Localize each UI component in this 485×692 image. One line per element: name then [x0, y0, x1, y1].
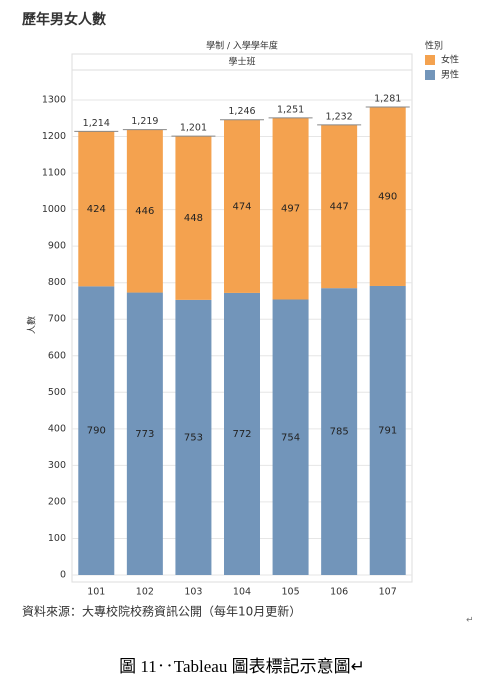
y-tick-label: 1300	[42, 95, 66, 106]
bar-segment	[78, 131, 115, 287]
data-label: 773	[135, 429, 154, 440]
bar-segment	[175, 136, 212, 300]
source-note: 資料來源：大專校院校務資訊公開（每年10月更新）	[22, 604, 301, 619]
data-label: 497	[281, 204, 300, 215]
total-label: 1,246	[228, 106, 255, 117]
subheader: 學士班	[228, 56, 255, 68]
bar-segment	[126, 129, 163, 293]
bar-segment	[175, 299, 212, 575]
total-label: 1,232	[326, 111, 353, 122]
y-tick-label: 600	[48, 350, 66, 361]
x-tick-label: 101	[87, 587, 105, 598]
bar-segment	[321, 124, 358, 289]
y-tick-label: 200	[48, 496, 66, 507]
y-tick-label: 0	[60, 570, 66, 581]
data-label: 490	[378, 191, 397, 202]
total-label: 1,219	[131, 116, 158, 127]
total-label: 1,281	[374, 93, 401, 104]
bar-segment	[272, 117, 309, 300]
legend-title: 性別	[425, 40, 443, 52]
bar-segment	[321, 288, 358, 575]
y-tick-label: 400	[48, 423, 66, 434]
data-label: 754	[281, 432, 300, 443]
bar-segment	[369, 285, 406, 575]
x-tick-label: 107	[379, 587, 397, 598]
data-label: 753	[184, 432, 203, 443]
x-tick-label: 102	[136, 587, 154, 598]
y-tick-label: 1200	[42, 131, 66, 142]
bar-segment	[369, 106, 406, 286]
data-label: 772	[232, 429, 251, 440]
data-label: 424	[87, 204, 106, 215]
y-tick-label: 1000	[42, 204, 66, 215]
x-tick-label: 105	[282, 587, 300, 598]
total-label: 1,251	[277, 104, 304, 115]
bar-segment	[78, 286, 115, 575]
data-label: 790	[87, 426, 106, 437]
y-tick-label: 900	[48, 241, 66, 252]
x-tick-label: 104	[233, 587, 251, 598]
total-label: 1,214	[83, 118, 110, 129]
bar-segment	[224, 119, 260, 293]
y-tick-label: 100	[48, 533, 66, 544]
data-label: 447	[330, 202, 349, 213]
plot-frame	[71, 53, 413, 583]
legend-label: 女性	[441, 54, 459, 66]
y-tick-label: 300	[48, 460, 66, 471]
legend-swatch	[425, 70, 435, 80]
header: 學制 / 入學學年度	[206, 40, 278, 52]
y-tick-label: 700	[48, 314, 66, 325]
x-tick-label: 106	[330, 587, 348, 598]
chart-title: 歷年男女人數	[22, 11, 106, 28]
return-mark: ↵	[466, 616, 474, 626]
y-tick-label: 800	[48, 277, 66, 288]
data-label: 474	[232, 201, 251, 212]
x-tick-label: 103	[184, 587, 202, 598]
legend-label: 男性	[441, 69, 459, 81]
bar-segment	[224, 292, 260, 575]
bar-segment	[126, 292, 163, 575]
legend-swatch	[425, 55, 435, 65]
data-label: 785	[330, 427, 349, 438]
y-tick-label: 1100	[42, 168, 66, 179]
data-label: 791	[378, 425, 397, 436]
total-label: 1,201	[180, 123, 207, 134]
data-label: 446	[135, 206, 154, 217]
y-tick-label: 500	[48, 387, 66, 398]
data-label: 448	[184, 213, 203, 224]
y-axis-label: 人數	[26, 316, 38, 334]
bar-segment	[272, 299, 309, 575]
figure-caption: 圖 11‥Tableau 圖表標記示意圖↵	[119, 657, 365, 676]
